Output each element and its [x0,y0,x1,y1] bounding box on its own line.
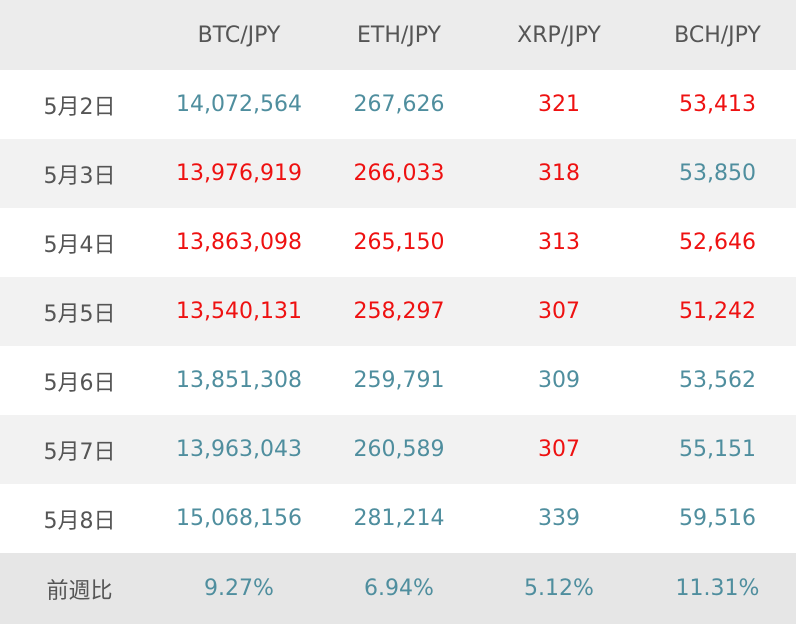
price-cell: 15,068,156 [176,506,302,531]
price-cell: 59,516 [679,506,756,531]
price-cell: 313 [538,230,580,255]
header-cell-eth: ETH/JPY [356,22,441,48]
header-row: BTC/JPY ETH/JPY XRP/JPY BCH/JPY [0,0,796,70]
table-row: 5月8日 15,068,156 281,214 339 59,516 [0,484,796,553]
table-row: 5月5日 13,540,131 258,297 307 51,242 [0,277,796,346]
row-date: 5月2日 [43,94,116,120]
price-cell: 258,297 [353,299,445,324]
row-date: 5月3日 [43,163,116,189]
price-cell: 260,589 [353,437,445,462]
row-date: 5月8日 [43,508,116,534]
header-cell-empty [0,0,159,70]
price-cell: 13,863,098 [176,230,302,255]
header-cell-btc: BTC/JPY [197,22,281,48]
price-cell: 307 [538,437,580,462]
price-cell: 307 [538,299,580,324]
summary-cell: 6.94% [364,576,434,601]
price-cell: 13,976,919 [176,161,302,186]
summary-cell: 11.31% [675,576,760,601]
price-cell: 318 [538,161,580,186]
price-cell: 259,791 [353,368,445,393]
price-cell: 266,033 [353,161,445,186]
price-cell: 309 [538,368,580,393]
summary-label: 前週比 [46,578,113,604]
price-cell: 14,072,564 [176,92,302,117]
row-date: 5月7日 [43,439,116,465]
price-cell: 51,242 [679,299,756,324]
price-cell: 281,214 [353,506,445,531]
header-cell-bch: BCH/JPY [674,22,761,48]
row-date: 5月4日 [43,232,116,258]
summary-cell: 9.27% [204,576,274,601]
price-cell: 13,963,043 [176,437,302,462]
price-cell: 265,150 [353,230,445,255]
table-row: 5月7日 13,963,043 260,589 307 55,151 [0,415,796,484]
summary-row: 前週比 9.27% 6.94% 5.12% 11.31% [0,553,796,624]
table-row: 5月4日 13,863,098 265,150 313 52,646 [0,208,796,277]
table-row: 5月2日 14,072,564 267,626 321 53,413 [0,70,796,139]
price-cell: 55,151 [679,437,756,462]
header-cell-xrp: XRP/JPY [517,22,601,48]
price-cell: 53,562 [679,368,756,393]
price-cell: 52,646 [679,230,756,255]
price-cell: 13,851,308 [176,368,302,393]
table-row: 5月3日 13,976,919 266,033 318 53,850 [0,139,796,208]
row-date: 5月6日 [43,370,116,396]
price-cell: 321 [538,92,580,117]
price-cell: 339 [538,506,580,531]
price-cell: 53,413 [679,92,756,117]
row-date: 5月5日 [43,301,116,327]
price-cell: 53,850 [679,161,756,186]
table-row: 5月6日 13,851,308 259,791 309 53,562 [0,346,796,415]
price-cell: 267,626 [353,92,445,117]
summary-cell: 5.12% [524,576,594,601]
price-cell: 13,540,131 [176,299,302,324]
